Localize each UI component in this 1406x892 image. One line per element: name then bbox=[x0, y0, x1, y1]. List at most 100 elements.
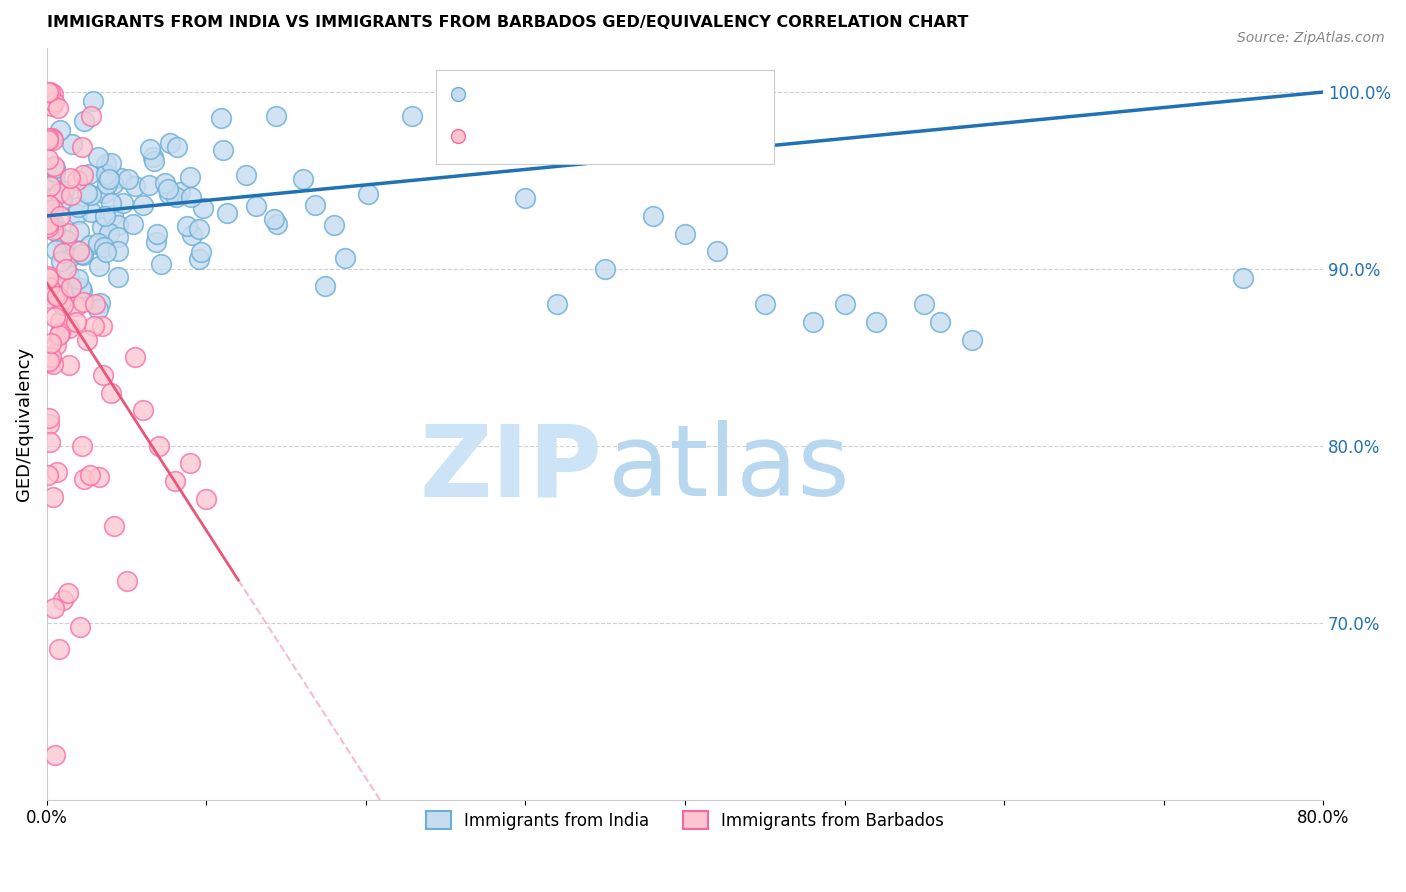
Point bbox=[79, 468, 101, 483]
Point bbox=[49, 254, 72, 268]
Point bbox=[45, 244, 67, 258]
Point bbox=[188, 222, 211, 236]
Point bbox=[42, 223, 65, 237]
Point bbox=[38, 435, 60, 450]
Point bbox=[49, 123, 72, 137]
Point bbox=[49, 230, 72, 244]
Point bbox=[176, 219, 198, 233]
Point bbox=[163, 474, 186, 488]
Point bbox=[145, 235, 167, 249]
Point bbox=[111, 196, 134, 211]
Point bbox=[153, 177, 176, 191]
Point bbox=[235, 168, 257, 182]
Point bbox=[107, 230, 129, 244]
Point bbox=[66, 200, 89, 214]
Point bbox=[94, 157, 117, 171]
Point bbox=[42, 357, 65, 371]
Point bbox=[80, 204, 103, 219]
Point bbox=[41, 202, 63, 217]
Point bbox=[94, 245, 117, 260]
Point bbox=[44, 280, 66, 294]
Point bbox=[121, 217, 143, 231]
Point bbox=[37, 133, 59, 147]
Point bbox=[59, 171, 82, 186]
Point bbox=[37, 468, 59, 483]
Point bbox=[52, 298, 75, 312]
Point bbox=[39, 335, 62, 350]
Point bbox=[103, 208, 125, 222]
Point bbox=[91, 318, 114, 333]
Point bbox=[42, 87, 65, 101]
Point bbox=[180, 190, 202, 204]
Point bbox=[195, 491, 218, 506]
Point bbox=[67, 224, 90, 238]
Point bbox=[115, 574, 138, 588]
Point bbox=[333, 251, 356, 265]
Point bbox=[44, 161, 66, 175]
Point bbox=[314, 279, 336, 293]
Point bbox=[132, 198, 155, 212]
Point bbox=[166, 140, 188, 154]
Point bbox=[87, 235, 110, 250]
Point bbox=[157, 186, 180, 201]
Point bbox=[38, 353, 60, 368]
Point bbox=[55, 261, 77, 276]
Point bbox=[46, 289, 69, 303]
Text: ZIP: ZIP bbox=[419, 420, 602, 517]
Point bbox=[87, 470, 110, 484]
Point bbox=[44, 95, 66, 110]
Point bbox=[41, 130, 63, 145]
Point bbox=[76, 333, 98, 347]
Point bbox=[44, 165, 66, 179]
Point bbox=[245, 199, 267, 213]
Point bbox=[51, 193, 73, 207]
Point bbox=[52, 593, 75, 607]
Point bbox=[87, 150, 110, 164]
Legend: Immigrants from India, Immigrants from Barbados: Immigrants from India, Immigrants from B… bbox=[419, 805, 950, 837]
Point bbox=[188, 252, 211, 266]
Point bbox=[70, 139, 93, 153]
Point bbox=[190, 245, 212, 260]
Point bbox=[131, 403, 153, 417]
Point bbox=[97, 171, 120, 186]
Point bbox=[179, 170, 201, 185]
Point bbox=[103, 178, 125, 192]
Point bbox=[70, 281, 93, 295]
Point bbox=[960, 333, 983, 347]
Point bbox=[37, 85, 59, 99]
Point bbox=[42, 490, 65, 504]
Point bbox=[79, 238, 101, 252]
Point bbox=[96, 167, 118, 181]
Point bbox=[55, 233, 77, 247]
Point bbox=[673, 227, 696, 241]
Point bbox=[77, 168, 100, 182]
Point bbox=[103, 518, 125, 533]
Point bbox=[38, 198, 60, 212]
Point bbox=[58, 268, 80, 283]
Point bbox=[801, 315, 824, 329]
Point bbox=[38, 410, 60, 425]
Point bbox=[91, 368, 114, 382]
Point bbox=[357, 186, 380, 201]
Point bbox=[100, 195, 122, 210]
Point bbox=[38, 85, 60, 99]
Point bbox=[322, 218, 344, 232]
Point bbox=[37, 269, 59, 284]
Point bbox=[66, 207, 89, 221]
Text: Source: ZipAtlas.com: Source: ZipAtlas.com bbox=[1237, 31, 1385, 45]
Point bbox=[209, 111, 232, 125]
Y-axis label: GED/Equivalency: GED/Equivalency bbox=[15, 347, 32, 500]
Point bbox=[72, 440, 94, 454]
Point bbox=[159, 136, 181, 151]
Point bbox=[48, 209, 70, 223]
Point bbox=[100, 156, 122, 170]
Point bbox=[100, 385, 122, 400]
Point bbox=[41, 99, 63, 113]
Point bbox=[107, 219, 129, 233]
Point bbox=[42, 133, 65, 147]
Point bbox=[148, 439, 170, 453]
Point bbox=[89, 259, 111, 273]
Point bbox=[912, 297, 935, 311]
Point bbox=[546, 297, 568, 311]
Point bbox=[80, 188, 103, 202]
